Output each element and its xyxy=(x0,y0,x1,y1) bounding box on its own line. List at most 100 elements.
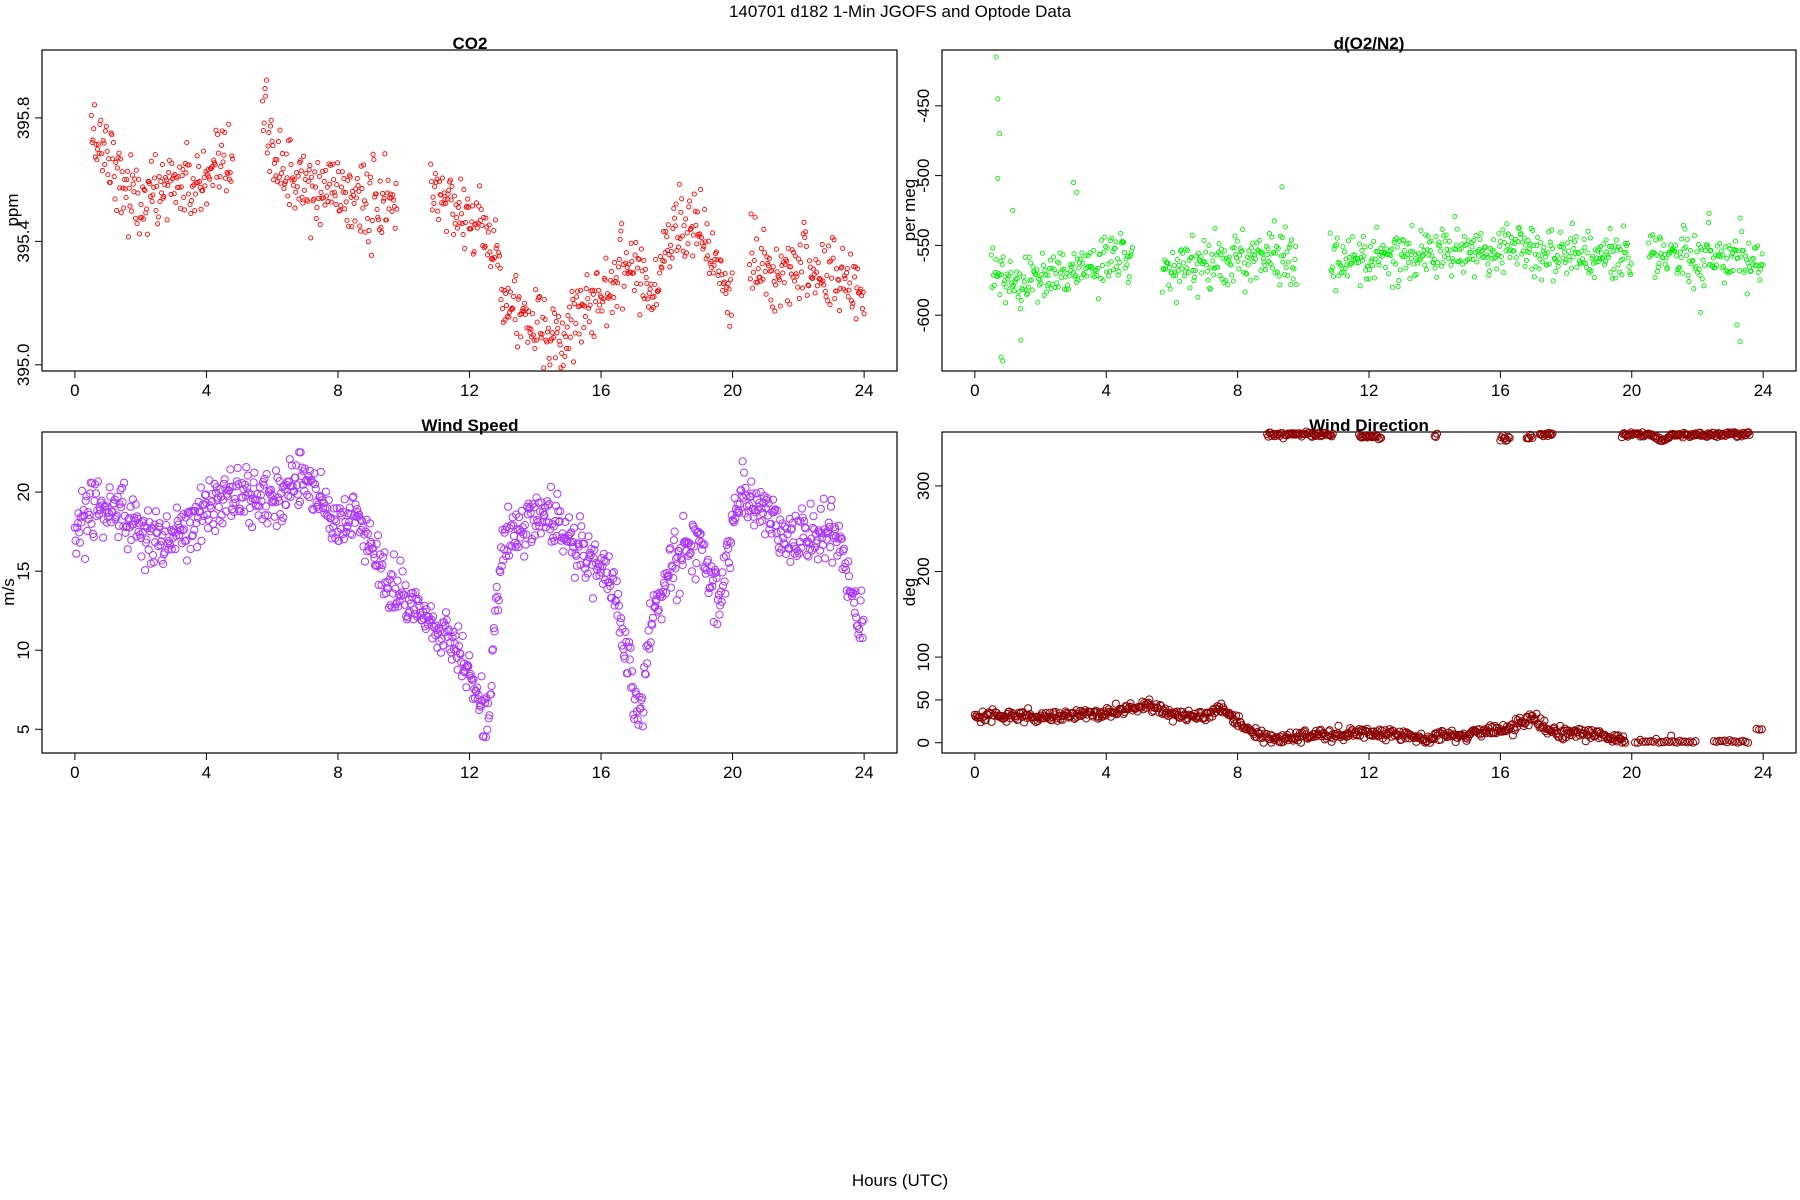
co2-point xyxy=(265,143,271,149)
o2n2-point xyxy=(1396,278,1402,284)
co2-point xyxy=(439,175,446,181)
co2-point xyxy=(391,197,397,203)
co2-point xyxy=(645,296,651,302)
o2n2-point xyxy=(996,272,1002,278)
o2n2-point xyxy=(1647,233,1653,239)
o2n2-point xyxy=(1412,251,1418,258)
wspd-point xyxy=(733,500,742,509)
wspd-point xyxy=(499,556,508,565)
o2n2-point xyxy=(1116,268,1122,275)
wdir-point xyxy=(1616,734,1625,743)
co2-point xyxy=(275,139,281,145)
wdir-point xyxy=(1145,695,1154,704)
wspd-point xyxy=(410,609,419,619)
o2n2-point xyxy=(1005,276,1011,282)
co2-point xyxy=(269,138,275,144)
co2-point xyxy=(632,252,638,258)
wspd-point xyxy=(500,528,509,537)
co2-point xyxy=(839,264,845,270)
co2-point xyxy=(451,193,457,199)
wdir-point xyxy=(1715,736,1724,746)
wspd-point xyxy=(770,506,779,515)
o2n2-point xyxy=(1657,236,1664,242)
o2n2-point xyxy=(1702,263,1708,269)
o2n2-point xyxy=(1217,273,1223,279)
wspd-point xyxy=(856,596,865,605)
o2n2-point xyxy=(1754,262,1760,268)
co2-point xyxy=(210,182,216,188)
co2-point xyxy=(637,312,643,318)
o2n2-point xyxy=(1286,244,1292,250)
co2-x-tick-label: 4 xyxy=(202,381,211,400)
wspd-point xyxy=(672,554,681,563)
o2n2-point xyxy=(1571,246,1577,252)
co2-point xyxy=(332,193,338,199)
o2n2-point xyxy=(1121,239,1127,245)
co2-point xyxy=(690,232,697,238)
o2n2-point xyxy=(1369,256,1375,262)
co2-point xyxy=(503,303,510,309)
wspd-point xyxy=(634,720,643,729)
o2n2-point xyxy=(1678,255,1684,261)
wdir-point xyxy=(1326,431,1335,440)
wspd-point xyxy=(90,497,99,506)
wspd-point xyxy=(734,508,744,517)
o2n2-point xyxy=(1231,245,1237,251)
o2n2-point xyxy=(1542,254,1548,260)
co2-point xyxy=(229,153,235,159)
o2n2-point xyxy=(1424,247,1430,253)
o2n2-point xyxy=(1028,260,1034,266)
wdir-point xyxy=(1620,736,1629,746)
wspd-point xyxy=(113,492,122,501)
o2n2-point xyxy=(1050,254,1057,260)
o2n2-point xyxy=(1491,249,1497,255)
wdir-point xyxy=(1722,738,1732,747)
wspd-point xyxy=(627,667,637,676)
co2-point xyxy=(569,288,575,294)
wspd-point xyxy=(612,577,621,586)
wspd-point xyxy=(858,633,867,643)
wspd-point xyxy=(514,543,523,552)
co2-point xyxy=(511,293,517,300)
wspd-point xyxy=(361,527,370,536)
co2-point xyxy=(813,257,819,263)
co2-point xyxy=(263,93,269,99)
co2-plot-frame xyxy=(41,49,898,372)
o2n2-point xyxy=(988,252,994,258)
o2n2-point xyxy=(1091,247,1097,253)
o2n2-point xyxy=(1474,259,1480,265)
wdir-point xyxy=(1144,698,1153,707)
wspd-point xyxy=(666,544,675,553)
o2n2-point xyxy=(1192,267,1198,273)
co2-point xyxy=(711,262,717,268)
o2n2-point xyxy=(1737,339,1743,345)
o2n2-point xyxy=(1513,255,1519,261)
o2n2-point xyxy=(1333,242,1340,248)
o2n2-point xyxy=(1040,263,1046,269)
co2-point xyxy=(787,301,793,307)
wdir-point xyxy=(1505,433,1514,442)
co2-point xyxy=(690,253,696,259)
o2n2-point xyxy=(1672,242,1679,248)
o2n2-point xyxy=(1448,262,1454,268)
co2-point xyxy=(578,339,584,345)
co2-point xyxy=(394,206,400,212)
o2n2-point xyxy=(1181,273,1187,279)
co2-point xyxy=(156,174,162,180)
wspd-point xyxy=(206,503,215,512)
o2n2-point xyxy=(1534,243,1540,249)
co2-point xyxy=(219,142,225,148)
co2-point xyxy=(460,232,466,238)
wdir-point xyxy=(1561,724,1570,733)
co2-point xyxy=(356,188,362,194)
co2-point xyxy=(837,285,843,292)
co2-point xyxy=(339,169,345,175)
wspd-point xyxy=(139,516,148,525)
wspd-point xyxy=(293,490,302,499)
wspd-point xyxy=(577,531,587,540)
co2-point xyxy=(198,206,204,212)
co2-point xyxy=(855,266,861,272)
wspd-point xyxy=(110,495,119,504)
co2-point xyxy=(754,236,760,242)
o2n2-point xyxy=(1279,235,1285,241)
